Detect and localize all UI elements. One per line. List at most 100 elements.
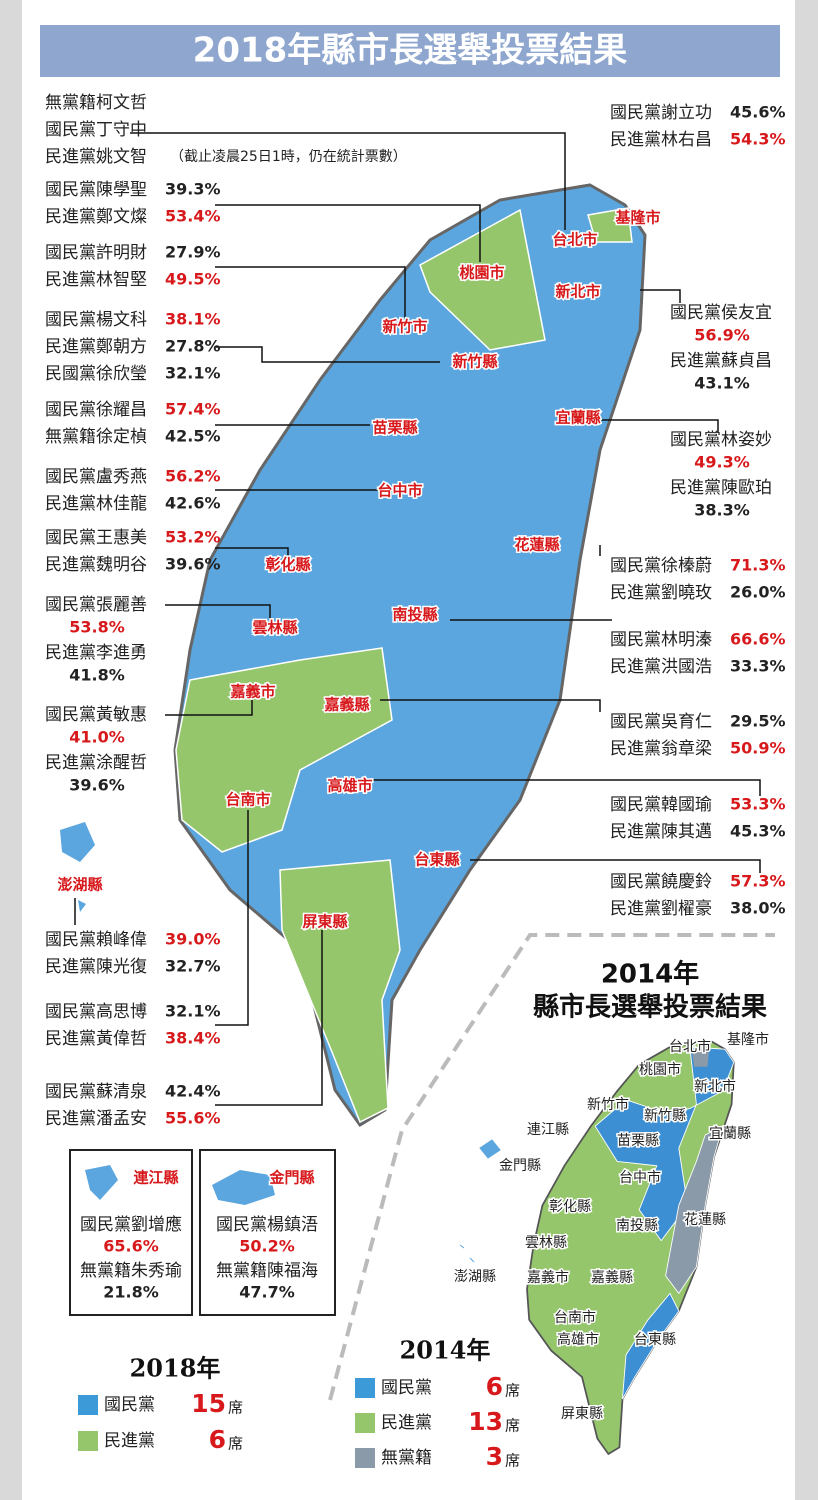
legend-unit: 席	[505, 1417, 520, 1435]
inset-label: 高雄市	[557, 1331, 599, 1348]
vote-share: 65.6%	[103, 1237, 159, 1256]
candidate: 民進黨蘇貞昌	[670, 351, 772, 371]
legend-title: 2018年	[130, 1354, 221, 1383]
vote-share: 42.6%	[165, 494, 221, 513]
vote-share: 27.9%	[165, 243, 221, 262]
legend-swatch	[355, 1448, 375, 1468]
candidate: 國民黨黃敏惠	[45, 705, 147, 725]
vote-share: 47.7%	[239, 1283, 295, 1302]
legend-party: 無黨籍	[381, 1448, 432, 1468]
candidate: 民進黨潘孟安	[45, 1109, 147, 1129]
candidate: 民進黨林智堅	[45, 270, 147, 290]
vote-share: 21.8%	[103, 1283, 159, 1302]
candidate: 國民黨王惠美	[45, 528, 147, 548]
legend-seats: 15	[191, 1389, 226, 1418]
candidate: 國民黨丁守中	[45, 120, 147, 140]
title-bar	[40, 25, 780, 77]
candidate: 無黨籍朱秀瑜	[80, 1261, 182, 1281]
vote-share: 57.3%	[730, 872, 786, 891]
legend-swatch	[78, 1431, 98, 1451]
vote-share: 42.4%	[165, 1082, 221, 1101]
candidate: 國民黨許明財	[45, 243, 147, 263]
inset-label: 嘉義市	[527, 1269, 569, 1286]
candidate: 國民黨吳育仁	[610, 712, 712, 732]
map-label: 台東縣	[414, 851, 459, 869]
candidate: 民進黨李進勇	[45, 643, 147, 663]
map-label: 花蓮縣	[514, 536, 559, 554]
candidate: 國民黨高思博	[45, 1002, 147, 1022]
legend-unit: 席	[505, 1452, 520, 1470]
candidate: 民進黨陳其邁	[610, 822, 712, 842]
vote-share: 43.1%	[694, 374, 750, 393]
map-label: 屏東縣	[302, 913, 347, 931]
map-label: 高雄市	[327, 777, 372, 795]
legend-seats: 13	[468, 1407, 503, 1436]
candidate: 無黨籍陳福海	[216, 1261, 318, 1281]
legend-title: 2014年	[400, 1336, 491, 1365]
vote-share: 53.3%	[730, 795, 786, 814]
map-label: 宜蘭縣	[555, 409, 600, 427]
candidate: 民進黨魏明谷	[45, 555, 147, 575]
island-shape	[85, 1165, 118, 1200]
candidate: 國民黨賴峰偉	[45, 930, 147, 950]
map-label: 新竹縣	[452, 353, 497, 371]
vote-share: 42.5%	[165, 427, 221, 446]
vote-share: 39.6%	[165, 555, 221, 574]
vote-share: 39.3%	[165, 180, 221, 199]
vote-share: 53.8%	[69, 618, 125, 637]
map-label: 新竹市	[382, 318, 427, 336]
map-label: 嘉義縣	[323, 696, 369, 714]
map-label: 嘉義市	[229, 683, 275, 701]
candidate: 民進黨陳光復	[45, 957, 147, 977]
candidate: 民進黨劉櫂豪	[610, 898, 712, 919]
inset-map	[526, 1039, 735, 1456]
vote-share: 38.0%	[730, 899, 786, 918]
title: 2018年縣市長選舉投票結果	[193, 31, 628, 71]
vote-share: 49.5%	[165, 270, 221, 289]
legend-seats: 3	[486, 1442, 503, 1471]
inset-label: 台南市	[554, 1309, 596, 1326]
candidate: 民進黨劉曉玫	[610, 583, 712, 603]
candidate: 無黨籍徐定楨	[45, 427, 147, 447]
inset-region-blue	[594, 1046, 735, 1242]
inset-label: 基隆市	[727, 1031, 769, 1048]
inset-islands	[459, 1139, 501, 1263]
candidate: 國民黨侯友宜	[670, 303, 772, 323]
candidate: 民進黨鄭朝方	[45, 337, 147, 357]
vote-share: 32.1%	[165, 364, 221, 383]
inset-region-gray	[665, 1125, 724, 1295]
map-label: 南投縣	[392, 606, 437, 624]
legend-party: 民進黨	[104, 1431, 155, 1451]
legend-party: 民進黨	[381, 1413, 432, 1433]
candidate: 國民黨劉增應	[80, 1214, 182, 1235]
vote-share: 26.0%	[730, 583, 786, 602]
map-label: 台南市	[225, 791, 270, 809]
inset-label: 台東縣	[634, 1332, 676, 1348]
vote-share: 54.3%	[730, 130, 786, 149]
region-green	[279, 859, 401, 1124]
map-label: 雲林縣	[252, 619, 297, 637]
vote-share: 56.9%	[694, 326, 750, 345]
candidate: 國民黨林姿妙	[670, 430, 772, 450]
map-label: 基隆市	[614, 209, 660, 227]
vote-share: 39.0%	[165, 930, 221, 949]
candidate: 民國黨徐欣瑩	[45, 364, 147, 384]
candidate: 民進黨姚文智	[45, 147, 147, 167]
penghu-island	[60, 822, 95, 912]
inset-title: 縣市長選舉投票結果	[533, 992, 767, 1023]
candidate: 國民黨蘇清泉	[45, 1082, 147, 1102]
candidate: 國民黨盧秀燕	[45, 467, 147, 487]
candidate: 國民黨陳學聖	[45, 180, 147, 200]
legend-unit: 席	[228, 1399, 243, 1417]
candidate: 國民黨張麗善	[45, 595, 147, 615]
legend-unit: 席	[228, 1435, 243, 1453]
legend-swatch	[78, 1395, 98, 1415]
vote-share: 57.4%	[165, 400, 221, 419]
candidate: 民進黨黃偉哲	[45, 1029, 147, 1049]
inset-label: 花蓮縣	[684, 1212, 726, 1228]
legend-party: 國民黨	[381, 1378, 432, 1398]
inset-label: 南投縣	[616, 1218, 658, 1234]
vote-share: 45.6%	[730, 103, 786, 122]
vote-share: 32.7%	[165, 957, 221, 976]
inset-label: 桃園市	[639, 1061, 681, 1078]
